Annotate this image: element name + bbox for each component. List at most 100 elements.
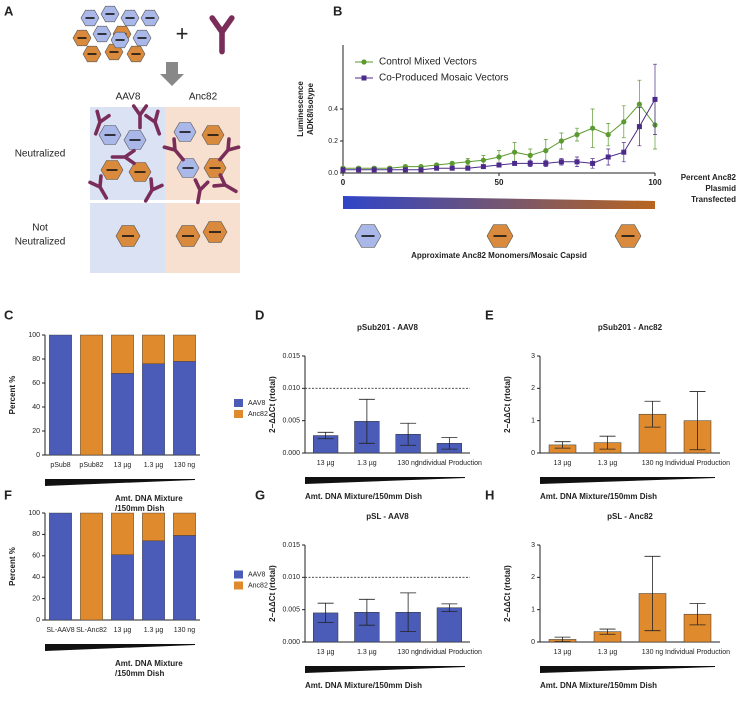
x-tick-label: SL-AAV8 (46, 627, 74, 634)
point (371, 167, 377, 173)
legend-marker (361, 59, 367, 65)
chart-title: pSub201 - AAV8 (357, 323, 418, 332)
y-axis-label: Luminescence (296, 81, 305, 137)
legend-swatch (234, 581, 243, 590)
error-bar (358, 598, 375, 626)
point (480, 164, 486, 170)
panel-letter: G (255, 487, 265, 502)
y-tick-label: 0 (36, 617, 40, 624)
error-bar (644, 400, 661, 428)
antibody-shape (88, 174, 109, 200)
point (621, 119, 627, 125)
y-tick-label: 0.010 (282, 574, 300, 581)
error-bar (317, 431, 334, 440)
bar-segment (173, 535, 196, 621)
bar-segment (49, 512, 72, 621)
x-tick-label: 1.3 µg (357, 460, 377, 467)
arrow (160, 62, 184, 86)
y-tick-label: 2 (531, 574, 535, 581)
bar-segment (80, 334, 103, 456)
y-tick-label: 1 (531, 607, 535, 614)
panel-letter: F (4, 487, 12, 502)
antibody (110, 148, 136, 166)
y-tick-label: 100 (28, 332, 40, 339)
bar-segment (142, 512, 165, 542)
y-tick-label: 0 (36, 452, 40, 459)
point (465, 159, 471, 165)
panel-letter: E (485, 307, 494, 322)
legend-swatch (234, 410, 243, 418)
x-tick-label: Individual Production (417, 460, 482, 467)
amount-wedge (45, 644, 195, 651)
annotation: /150mm Dish (115, 504, 164, 513)
chart-title: pSub201 - Anc82 (598, 323, 663, 332)
x-tick-label: 0 (341, 178, 346, 187)
y-axis-label: 2−ΔΔCt (rtotal) (503, 376, 512, 433)
x-tick-label: 13 µg (317, 649, 335, 656)
y-axis-label: 2−ΔΔCt (rtotal) (268, 376, 277, 433)
annotation: /150mm Dish (115, 669, 164, 678)
antibody-shape (209, 15, 235, 55)
point (465, 165, 471, 171)
point (558, 159, 564, 165)
antibody (143, 177, 164, 203)
antibody-shape (212, 173, 238, 194)
antibody-shape (93, 109, 111, 136)
error-bar (554, 441, 571, 449)
x-tick-label: 13 µg (554, 460, 572, 467)
x-tick-label: 1.3 µg (598, 649, 618, 656)
annotation: Amt. DNA Mixture/150mm Dish (540, 492, 657, 501)
y-tick-label: 0.015 (282, 353, 300, 360)
y-tick-label: 40 (32, 574, 40, 581)
error-bar (599, 435, 616, 450)
y-tick-label: 0.010 (282, 385, 300, 392)
point (621, 149, 627, 155)
row-label: Not (32, 223, 48, 234)
y-tick-label: 20 (32, 428, 40, 435)
x-tick-label: 130 ng (397, 649, 419, 656)
cell-bg (165, 203, 240, 273)
error-bar (644, 555, 661, 632)
point (434, 165, 440, 171)
antibody (144, 109, 162, 136)
x-tick-label: 130 ng (174, 627, 196, 634)
legend-label: Anc82 (248, 582, 268, 589)
amount-wedge (540, 477, 715, 484)
y-tick-label: 0.0 (328, 170, 338, 177)
annotation: Amt. DNA Mixture (115, 494, 183, 503)
panel-letter: D (255, 307, 264, 322)
x-tick-label: 1.3 µg (144, 627, 164, 634)
x-tick-label: 13 µg (114, 627, 132, 634)
point (543, 148, 549, 154)
x-tick-label: 1.3 µg (357, 649, 377, 656)
point (402, 167, 408, 173)
y-tick-label: 0 (531, 450, 535, 457)
x-tick-label: 1.3 µg (144, 462, 164, 469)
point (511, 149, 518, 155)
point (480, 157, 486, 163)
y-tick-label: 2 (531, 385, 535, 392)
amount-wedge (305, 666, 465, 673)
point (636, 124, 642, 130)
point (449, 160, 455, 166)
panel-letter: C (4, 307, 14, 322)
bar-segment (142, 540, 165, 621)
amount-wedge (540, 666, 715, 673)
antibody (88, 174, 109, 200)
y-tick-label: 0.000 (282, 639, 300, 646)
x-tick-label: 13 µg (114, 462, 132, 469)
point (590, 125, 596, 131)
legend-swatch (234, 399, 243, 407)
annotation: Amt. DNA Mixture/150mm Dish (305, 492, 422, 501)
panel-letter: H (485, 487, 494, 502)
antibody (131, 104, 149, 130)
point (449, 165, 455, 171)
x-tick-label: SL-Anc82 (76, 627, 107, 634)
y-tick-label: 40 (32, 404, 40, 411)
chart-title: pSL - AAV8 (366, 512, 409, 521)
y-tick-label: 1 (531, 418, 535, 425)
error-bar (317, 602, 334, 623)
antibody (193, 178, 210, 205)
x-tick-label: 130 ng (174, 462, 196, 469)
